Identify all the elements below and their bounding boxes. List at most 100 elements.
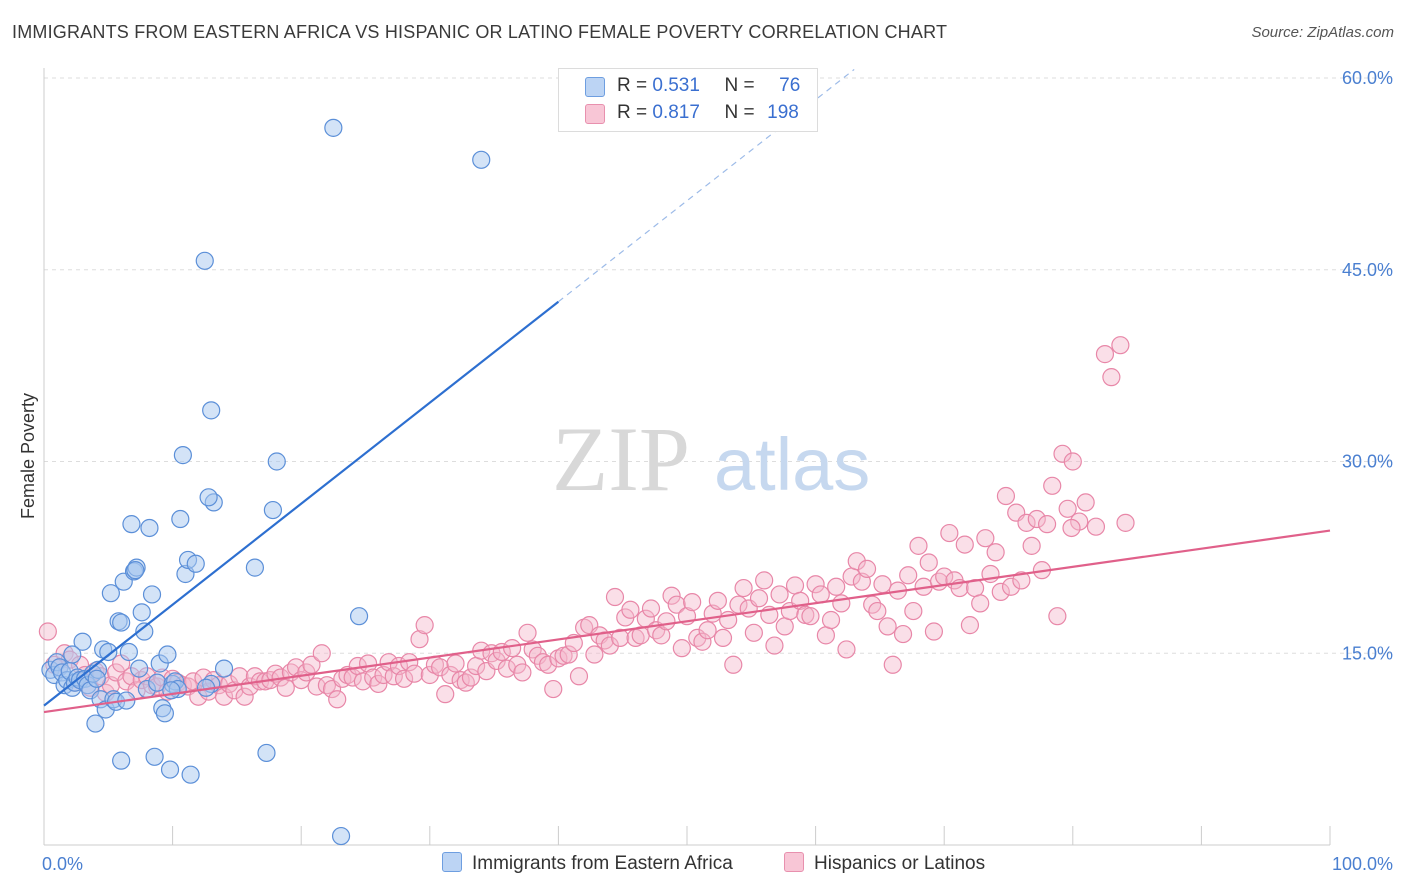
hispanic-point [749,589,769,608]
hispanic-point [1053,444,1072,463]
hispanic-point [276,678,295,697]
hispanic-point [611,628,630,648]
eastern-africa-point [214,659,234,678]
eastern-africa-point [324,118,343,137]
eastern-africa-point [331,826,351,846]
hispanic-point [919,553,938,572]
hispanic-point [420,665,439,685]
eastern-africa-point [202,401,221,420]
hispanic-point [518,623,537,642]
hispanic-point [621,600,640,619]
hispanic-point [955,535,974,554]
eastern-africa-point [181,765,200,784]
hispanic-point [693,632,712,651]
hispanic-point [924,622,944,641]
bottom-legend-eastern-africa: Immigrants from Eastern Africa [442,852,733,875]
eastern-africa-point [186,554,205,573]
hispanic-point [832,594,851,613]
hispanic-point [940,523,959,543]
hispanic-point [641,599,661,618]
hispanic-point [328,690,347,709]
hispanic-point [117,672,136,691]
correlation-legend: R = 0.531 N = 76 R = 0.817 N = 198 [558,68,818,132]
hispanic-point [713,628,733,648]
eastern-africa-point [257,743,276,763]
hispanic-point [1102,368,1121,387]
hispanic-point [847,552,866,571]
eastern-africa-point [349,607,369,626]
hispanic-point [878,617,897,636]
watermark-zip: ZIP [552,408,690,510]
hispanic-point [503,639,522,658]
hispanic-point [883,655,902,674]
hispanic-point [971,594,990,613]
eastern-africa-point [173,446,192,465]
hispanic-point [708,591,727,610]
hispanic-point [1027,509,1046,529]
eastern-africa-point [155,704,174,723]
eastern-africa-point [86,714,105,733]
bottom-legend-label-pink: Hispanics or Latinos [814,853,986,874]
eastern-africa-point [162,681,181,700]
legend-n-label: N = [724,102,755,123]
hispanic-point [899,566,918,585]
hispanic-point [765,636,784,655]
hispanic-point [672,639,691,658]
hispanic-point [893,624,913,644]
hispanic-point [1063,452,1082,471]
hispanic-point [513,663,532,682]
x-tick-label-max: 100.0% [1332,854,1393,874]
hispanic-point [436,685,455,704]
eastern-africa-point [145,747,164,766]
eastern-africa-point [135,622,154,641]
legend-n-value: 76 [779,75,801,96]
legend-n-label: N = [724,75,755,96]
bottom-legend-swatch-pink [784,852,804,872]
eastern-africa-point [101,584,120,603]
eastern-africa-point [112,751,131,770]
eastern-africa-point [199,488,218,507]
hispanic-point [909,536,928,555]
eastern-africa-trend-line [43,300,560,707]
legend-r-label: R = [617,102,648,123]
hispanic-point [549,649,568,668]
eastern-africa-point [171,509,190,529]
eastern-africa-point [267,452,286,471]
hispanic-point [559,645,578,664]
hispanic-point [1043,476,1062,495]
hispanic-point [652,626,671,645]
hispanic-point [410,630,429,649]
hispanic-point [816,626,835,645]
hispanic-point [873,575,892,594]
hispanic-point [1076,493,1095,512]
hispanic-points [38,336,1135,709]
hispanic-point [662,586,681,605]
bottom-legend-label-blue: Immigrants from Eastern Africa [472,853,733,874]
eastern-africa-point [158,645,177,664]
hispanic-trend-line [43,529,1331,714]
hispanic-point [785,576,805,595]
hispanic-point [821,610,841,630]
hispanic-point [369,674,388,694]
legend-r-value: 0.531 [652,75,700,96]
watermark: ZIP atlas [552,408,870,510]
hispanic-point [755,571,774,590]
hispanic-point [405,664,424,683]
legend-swatch-blue [585,77,605,97]
hispanic-point [1058,499,1077,518]
y-tick-label: 30.0% [1342,452,1393,472]
eastern-africa-point [472,150,491,169]
hispanic-point [986,543,1005,562]
hispanic-point [394,669,414,688]
hispanic-point [976,529,995,548]
hispanic-point [1095,345,1115,364]
hispanic-point [657,612,676,631]
hispanic-point [312,644,331,663]
hispanic-point [960,616,980,635]
eastern-africa-point [195,251,214,270]
hispanic-point [734,578,753,598]
y-tick-label: 45.0% [1342,260,1393,280]
hispanic-point [806,575,825,594]
y-axis-title: Female Poverty [18,393,38,519]
legend-n-value: 198 [767,102,799,123]
